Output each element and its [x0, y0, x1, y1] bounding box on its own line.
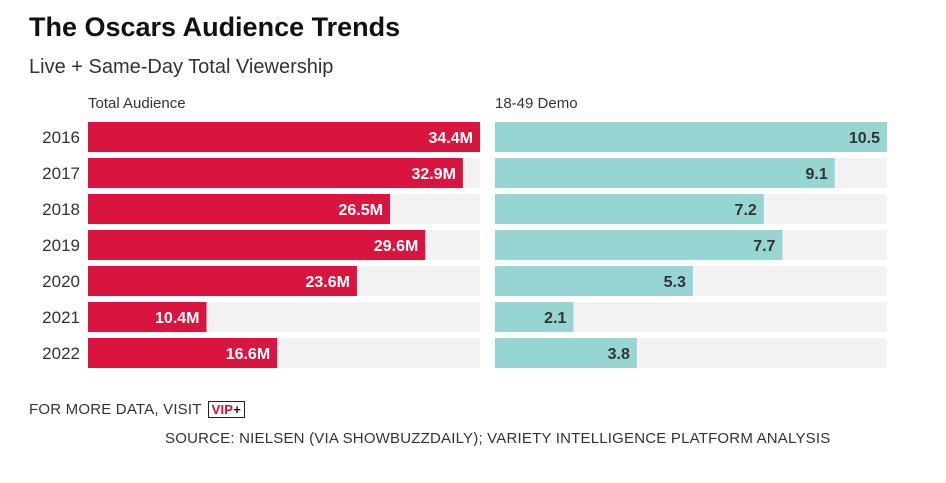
demo-bar-2018 [495, 194, 764, 224]
bar-chart: 2016 2017 2018 2019 2020 2021 2022 Total Audien… [42, 95, 887, 368]
year-label-2020: 2020 [42, 272, 80, 291]
total-bar-2021 [88, 302, 207, 332]
year-label-2022: 2022 [42, 344, 80, 363]
demo-bar-2020 [495, 266, 693, 296]
total-value-label-2018: 26.5M [339, 202, 383, 219]
more-data-text: FOR MORE DATA, VISIT [29, 401, 202, 418]
vip-logo-text: VIP [211, 402, 234, 417]
demo-value-label-2018: 7.2 [735, 202, 757, 219]
demo-value-label-2017: 9.1 [805, 166, 827, 183]
chart-subtitle: Live + Same-Day Total Viewership [29, 56, 334, 78]
year-label-2017: 2017 [42, 164, 80, 183]
total-bar-2016 [88, 122, 480, 152]
demo-value-label-2016: 10.5 [849, 130, 880, 147]
demo-bar-2022 [495, 338, 637, 368]
demo-bar-2016 [495, 122, 887, 152]
total-value-label-2020: 23.6M [305, 274, 349, 291]
demo-bar-2017 [495, 158, 835, 188]
more-data-line: FOR MORE DATA, VISIT VIP+ [29, 401, 245, 418]
total-bar-2019 [88, 230, 426, 260]
total-value-label-2021: 10.4M [155, 310, 199, 327]
year-label-2019: 2019 [42, 236, 80, 255]
demo-value-label-2022: 3.8 [608, 346, 630, 363]
total-bar-2020 [88, 266, 357, 296]
year-label-2018: 2018 [42, 200, 80, 219]
total-bar-2018 [88, 194, 390, 224]
total-value-label-2022: 16.6M [226, 346, 270, 363]
total-value-label-2019: 29.6M [374, 238, 418, 255]
vip-plus-sign: + [233, 402, 241, 417]
year-label-2016: 2016 [42, 128, 80, 147]
source-note: SOURCE: NIELSEN (VIA SHOWBUZZDAILY); VAR… [165, 430, 831, 447]
total-bar-2017 [88, 158, 463, 188]
demo-value-label-2020: 5.3 [664, 274, 686, 291]
demo-value-label-2021: 2.1 [544, 310, 566, 327]
demo-panel-title: 18-49 Demo [495, 95, 578, 112]
demo-bar-2021 [495, 302, 574, 332]
demo-bar-2019 [495, 230, 783, 260]
demo-value-label-2019: 7.7 [753, 238, 775, 255]
vip-plus-link[interactable]: VIP+ [207, 401, 245, 418]
total-bar-2022 [88, 338, 278, 368]
total-panel-title: Total Audience [88, 95, 186, 112]
year-label-2021: 2021 [42, 308, 80, 327]
total-value-label-2017: 32.9M [411, 166, 455, 183]
chart-title: The Oscars Audience Trends [29, 12, 401, 42]
total-value-label-2016: 34.4M [429, 130, 473, 147]
